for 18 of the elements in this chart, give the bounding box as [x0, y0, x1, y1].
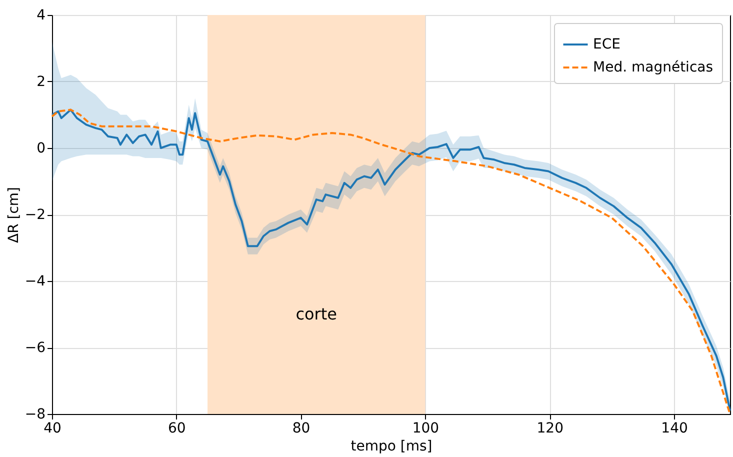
- y-axis-title: ΔR [cm]: [6, 186, 22, 244]
- x-tick-label: 40: [44, 420, 62, 436]
- y-tick-label: −6: [24, 340, 46, 356]
- y-tick-label: 2: [36, 74, 46, 90]
- legend-label: Med. magnéticas: [593, 60, 714, 76]
- legend-label: ECE: [593, 36, 620, 52]
- x-tick-label: 80: [292, 420, 310, 436]
- y-tick-label: −2: [24, 207, 46, 223]
- y-tick-label: 0: [36, 140, 46, 156]
- y-tick-label: −4: [24, 274, 46, 290]
- x-tick-label: 100: [412, 420, 440, 436]
- x-tick-label: 140: [661, 420, 688, 436]
- x-tick-label: 60: [168, 420, 186, 436]
- y-tick-label: 4: [36, 8, 46, 24]
- band-label: corte: [296, 304, 337, 324]
- x-tick-label: 120: [536, 420, 564, 436]
- x-axis-title: tempo [ms]: [350, 438, 432, 454]
- y-tick-label: −8: [24, 406, 46, 422]
